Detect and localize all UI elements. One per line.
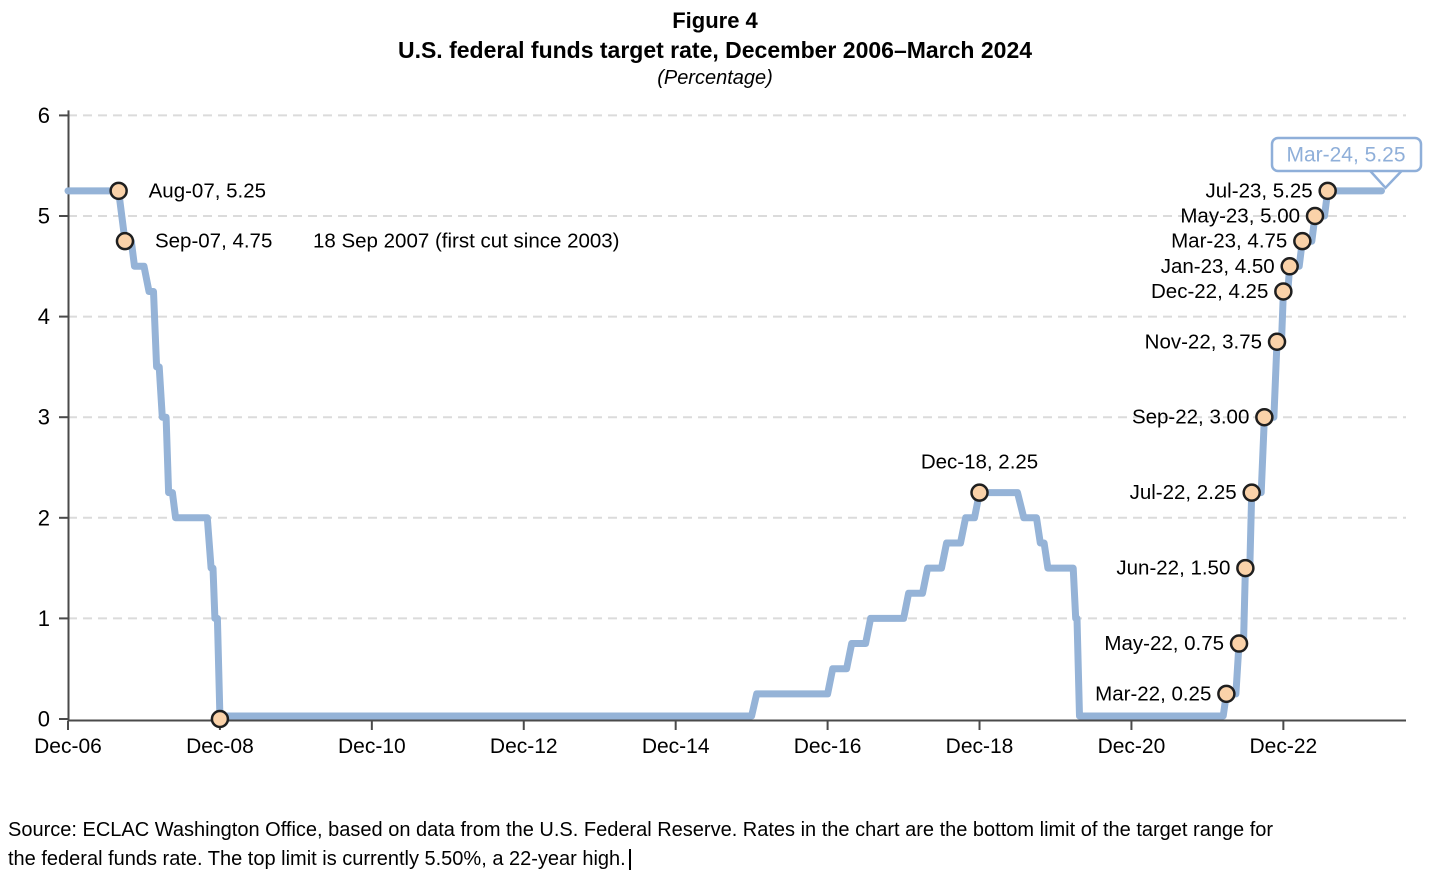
data-label: May-22, 0.75 <box>1104 632 1224 655</box>
data-point-marker <box>115 231 135 251</box>
source-note-line2: the federal funds rate. The top limit is… <box>8 848 626 870</box>
x-tick-label: Dec-12 <box>490 735 558 758</box>
data-label: Nov-22, 3.75 <box>1145 330 1262 353</box>
data-label: Jul-22, 2.25 <box>1130 481 1237 504</box>
data-label: Jun-22, 1.50 <box>1116 557 1230 580</box>
annotation-note: 18 Sep 2007 (first cut since 2003) <box>313 230 620 253</box>
source-note-line1: Source: ECLAC Washington Office, based o… <box>8 819 1274 841</box>
fed-funds-rate-line-chart[interactable]: 0 1 2 3 4 5 6 Dec-06 Dec-08 Dec-10 Dec-12 Dec-14 Dec… <box>0 0 1430 810</box>
data-label: Dec-22, 4.25 <box>1151 280 1268 303</box>
y-tick-label: 0 <box>38 707 50 732</box>
data-point-marker <box>1274 282 1293 301</box>
callout-box <box>1270 136 1423 173</box>
rate-line <box>64 187 1385 720</box>
data-point-marker <box>1229 634 1249 653</box>
data-label: Mar-22, 0.25 <box>1095 682 1211 705</box>
y-tick-label: 4 <box>38 304 50 329</box>
data-label: Aug-07, 5.25 <box>149 179 266 202</box>
x-tick-label: Dec-14 <box>642 735 710 758</box>
data-point-marker <box>1305 206 1325 226</box>
y-tick-label: 5 <box>38 204 50 229</box>
y-tick-label: 2 <box>38 505 50 530</box>
data-point-marker <box>970 483 989 502</box>
x-tick-label: Dec-22 <box>1250 735 1318 758</box>
figure-number: Figure 4 <box>672 8 758 33</box>
data-label: Sep-07, 4.75 <box>155 230 272 253</box>
x-tick-label: Dec-18 <box>946 735 1014 758</box>
text-cursor <box>628 849 631 870</box>
data-point-marker <box>1217 684 1236 704</box>
chart-unit-label: (Percentage) <box>657 67 773 90</box>
chart-title-block: Figure 4 U.S. federal funds target rate,… <box>0 6 1430 92</box>
data-label: Jan-23, 4.50 <box>1161 255 1275 278</box>
data-label: Mar-23, 4.75 <box>1171 230 1287 253</box>
data-label: Jul-23, 5.25 <box>1206 179 1313 202</box>
data-point-marker <box>1236 558 1255 578</box>
source-note[interactable]: Source: ECLAC Washington Office, based o… <box>8 816 1423 874</box>
chart-title: U.S. federal funds target rate, December… <box>397 37 1033 64</box>
data-label: Dec-18, 2.25 <box>921 451 1038 474</box>
y-tick-label: 3 <box>38 405 50 430</box>
y-tick-label: 6 <box>38 103 50 128</box>
x-tick-label: Dec-20 <box>1098 735 1166 758</box>
data-point-marker <box>210 709 230 729</box>
data-label: May-23, 5.00 <box>1180 205 1300 228</box>
x-tick-label: Dec-08 <box>186 735 254 758</box>
x-tick-label: Dec-10 <box>338 735 406 758</box>
x-tick-label: Dec-06 <box>34 735 102 758</box>
x-tick-label: Dec-16 <box>794 735 862 758</box>
y-tick-label: 1 <box>38 606 50 631</box>
callout-label: Mar-24, 5.25 <box>1286 144 1405 167</box>
data-point-marker <box>1280 257 1299 276</box>
data-point-marker <box>1318 181 1337 201</box>
data-point-marker <box>1293 231 1312 251</box>
data-point-marker <box>1255 407 1274 427</box>
data-label: Sep-22, 3.00 <box>1132 406 1249 429</box>
data-point-marker <box>109 181 128 201</box>
data-point-marker <box>1242 483 1261 502</box>
data-point-marker <box>1267 332 1287 351</box>
